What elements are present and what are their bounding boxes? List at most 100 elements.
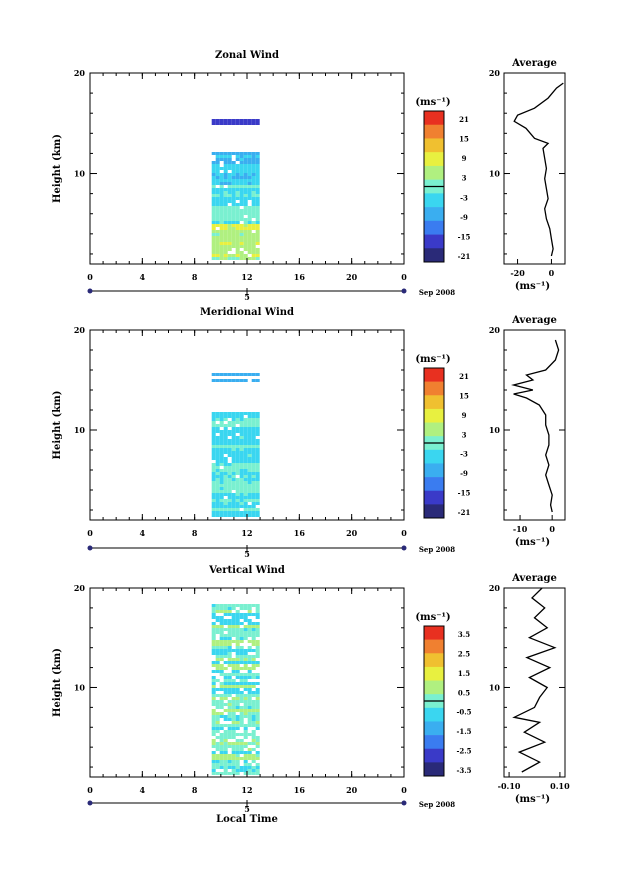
heatmap-cell — [239, 448, 244, 451]
heatmap-cell — [215, 616, 220, 619]
heatmap-cell — [239, 457, 244, 460]
heatmap-cell — [235, 194, 240, 197]
heatmap-cell — [247, 484, 252, 487]
heatmap-cell — [247, 607, 252, 610]
heatmap-cell — [227, 700, 232, 703]
heatmap-cell — [231, 176, 236, 179]
heatmap-cell — [239, 242, 244, 245]
heatmap-cell — [231, 206, 236, 209]
heatmap-cell — [215, 514, 220, 517]
x-tick-label: 20 — [346, 785, 358, 795]
heatmap-cell — [235, 478, 240, 481]
heatmap-cell — [235, 119, 240, 122]
heatmap-cell — [219, 703, 224, 706]
heatmap-cell — [231, 200, 236, 203]
heatmap-cell — [251, 664, 256, 667]
heatmap-cell — [231, 604, 236, 607]
heatmap-cell — [231, 706, 236, 709]
heatmap-cell — [223, 709, 228, 712]
heatmap-cell — [239, 718, 244, 721]
heatmap-cell — [211, 152, 216, 155]
heatmap-cell — [243, 481, 248, 484]
heatmap-cell — [239, 469, 244, 472]
heatmap-cell — [247, 649, 252, 652]
heatmap-cell — [243, 469, 248, 472]
heatmap-cell — [231, 218, 236, 221]
heatmap-cell — [243, 475, 248, 478]
heatmap-cell — [219, 209, 224, 212]
heatmap-cell — [219, 173, 224, 176]
heatmap-cell — [235, 733, 240, 736]
heatmap-cell — [231, 667, 236, 670]
heatmap-cell — [235, 739, 240, 742]
date-axis-end — [401, 288, 407, 294]
heatmap-cell — [231, 424, 236, 427]
heatmap-cell — [235, 616, 240, 619]
heatmap-cell — [255, 182, 260, 185]
heatmap-cell — [247, 640, 252, 643]
heatmap-cell — [211, 628, 216, 631]
heatmap-cell — [223, 197, 228, 200]
heatmap-cell — [239, 616, 244, 619]
heatmap-cell — [211, 493, 216, 496]
heatmap-cell — [231, 119, 236, 122]
heatmap-cell — [227, 745, 232, 748]
heatmap-cell — [243, 185, 248, 188]
heatmap-cell — [251, 682, 256, 685]
heatmap-cell — [227, 724, 232, 727]
heatmap-cell — [211, 457, 216, 460]
heatmap-cell — [231, 769, 236, 772]
heatmap-cell — [235, 469, 240, 472]
heatmap-cell — [231, 257, 236, 260]
heatmap-cell — [235, 454, 240, 457]
x-tick-label: 0 — [87, 785, 93, 795]
heatmap-cell — [243, 715, 248, 718]
heatmap-cell — [247, 206, 252, 209]
heatmap-cell — [227, 236, 232, 239]
heatmap-cell — [243, 164, 248, 167]
heatmap-cell — [247, 188, 252, 191]
heatmap-cell — [255, 472, 260, 475]
heatmap-cell — [211, 697, 216, 700]
heatmap-cell — [223, 703, 228, 706]
heatmap-cell — [235, 742, 240, 745]
heatmap-cell — [239, 215, 244, 218]
heatmap-cell — [219, 478, 224, 481]
heatmap-cell — [255, 508, 260, 511]
heatmap-cell — [215, 236, 220, 239]
heatmap-cell — [255, 649, 260, 652]
heatmap-cell — [211, 433, 216, 436]
heatmap-cell — [243, 736, 248, 739]
heatmap-cell — [211, 194, 216, 197]
heatmap-cell — [231, 415, 236, 418]
heatmap-cell — [247, 703, 252, 706]
heatmap-cell — [231, 427, 236, 430]
heatmap-cell — [247, 700, 252, 703]
heatmap-cell — [231, 748, 236, 751]
heatmap-cell — [211, 664, 216, 667]
heatmap-cell — [247, 754, 252, 757]
heatmap-cell — [219, 218, 224, 221]
heatmap-cell — [231, 745, 236, 748]
heatmap-cell — [219, 511, 224, 514]
heatmap-cell — [235, 170, 240, 173]
heatmap-cell — [211, 514, 216, 517]
heatmap-cell — [223, 418, 228, 421]
heatmap-cell — [239, 433, 244, 436]
heatmap-cell — [215, 763, 220, 766]
heatmap-cell — [247, 167, 252, 170]
heatmap-cell — [239, 490, 244, 493]
heatmap-cell — [219, 724, 224, 727]
heatmap-cell — [255, 688, 260, 691]
heatmap-cell — [239, 748, 244, 751]
heatmap-cell — [255, 487, 260, 490]
heatmap-cell — [239, 167, 244, 170]
heatmap-cell — [227, 607, 232, 610]
heatmap-cell — [211, 607, 216, 610]
heatmap-cell — [255, 736, 260, 739]
heatmap-cell — [255, 631, 260, 634]
heatmap-cell — [251, 487, 256, 490]
heatmap-cell — [215, 463, 220, 466]
colorbar-unit: (ms⁻¹) — [415, 354, 450, 365]
y-tick-label: 20 — [74, 325, 86, 335]
